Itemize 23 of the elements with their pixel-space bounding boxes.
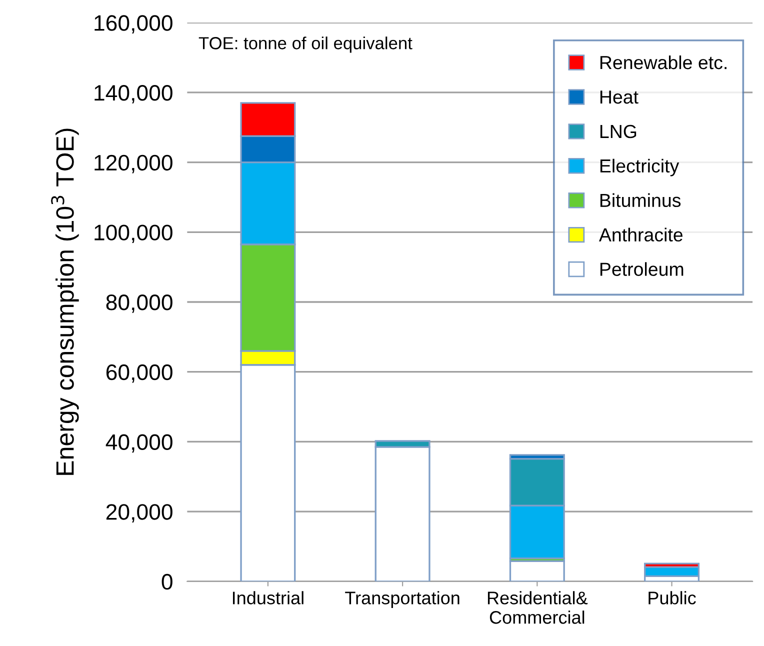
bar: [509, 560, 565, 582]
y-tick-label: 40,000: [106, 434, 172, 453]
legend-label: Heat: [600, 90, 638, 104]
y-tick-label: 20,000: [106, 504, 172, 522]
y-axis-title: Energy consumption (10$^{3}$ TOE): [51, 128, 79, 475]
legend-label: Petroleum: [600, 262, 684, 276]
legend-label: Anthracite: [598, 228, 683, 242]
y-tick-label: 100,000: [94, 224, 172, 244]
x-tick-label: Public: [648, 591, 696, 604]
y-tick-label: 0: [162, 574, 172, 590]
y-tick-label: 60,000: [106, 364, 172, 383]
x-tick-label: Residential& Commercial: [488, 591, 588, 624]
y-tick-label: 160,000: [94, 15, 172, 34]
y-tick-label: 140,000: [94, 84, 172, 104]
legend-label: LNG: [600, 124, 636, 138]
legend-label: Electricity: [600, 158, 680, 176]
annotation: TOE: tonne of oil equivalent: [198, 36, 412, 53]
x-tick-label: Industrial: [232, 591, 304, 604]
legend-label: Bituminus: [600, 193, 681, 208]
y-tick-label: 80,000: [106, 294, 172, 313]
legend-label: Renewable etc.: [600, 55, 726, 70]
x-tick-label: Transportation: [345, 591, 460, 608]
y-tick-label: 120,000: [94, 154, 172, 174]
